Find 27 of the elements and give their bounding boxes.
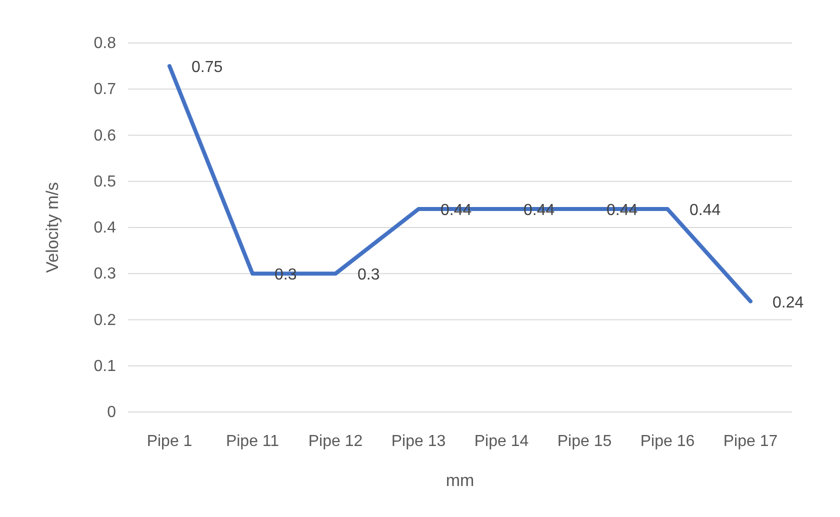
- data-label: 0.44: [524, 202, 555, 220]
- x-tick-label: Pipe 12: [308, 433, 363, 450]
- y-tick-label: 0.2: [94, 312, 116, 329]
- x-tick-label: Pipe 14: [474, 433, 529, 450]
- y-axis-title: Velocity m/s: [43, 182, 62, 273]
- data-label: 0.24: [772, 294, 804, 312]
- y-tick-label: 0.8: [94, 35, 116, 52]
- x-tick-label: Pipe 11: [226, 433, 280, 450]
- x-tick-label: Pipe 13: [391, 433, 446, 450]
- data-label: 0.44: [606, 202, 638, 220]
- data-label: 0.3: [274, 266, 297, 284]
- y-tick-label: 0.6: [94, 127, 116, 144]
- data-label: 0.44: [690, 202, 721, 220]
- y-tick-label: 0.3: [94, 266, 116, 283]
- x-tick-label: Pipe 16: [640, 433, 695, 450]
- x-tick-label: Pipe 1: [146, 433, 192, 450]
- data-label: 0.44: [440, 202, 472, 220]
- y-tick-label: 0.5: [94, 173, 116, 190]
- y-tick-label: 0.1: [94, 358, 116, 375]
- y-tick-label: 0.7: [94, 81, 116, 98]
- y-tick-label: 0.4: [94, 220, 116, 236]
- x-axis-title: mm: [446, 471, 474, 490]
- x-tick-label: Pipe 15: [557, 433, 612, 450]
- data-label: 0.75: [192, 59, 223, 76]
- y-tick-label: 0: [107, 404, 116, 421]
- data-label: 0.3: [358, 266, 380, 284]
- x-tick-label: Pipe 17: [723, 433, 778, 450]
